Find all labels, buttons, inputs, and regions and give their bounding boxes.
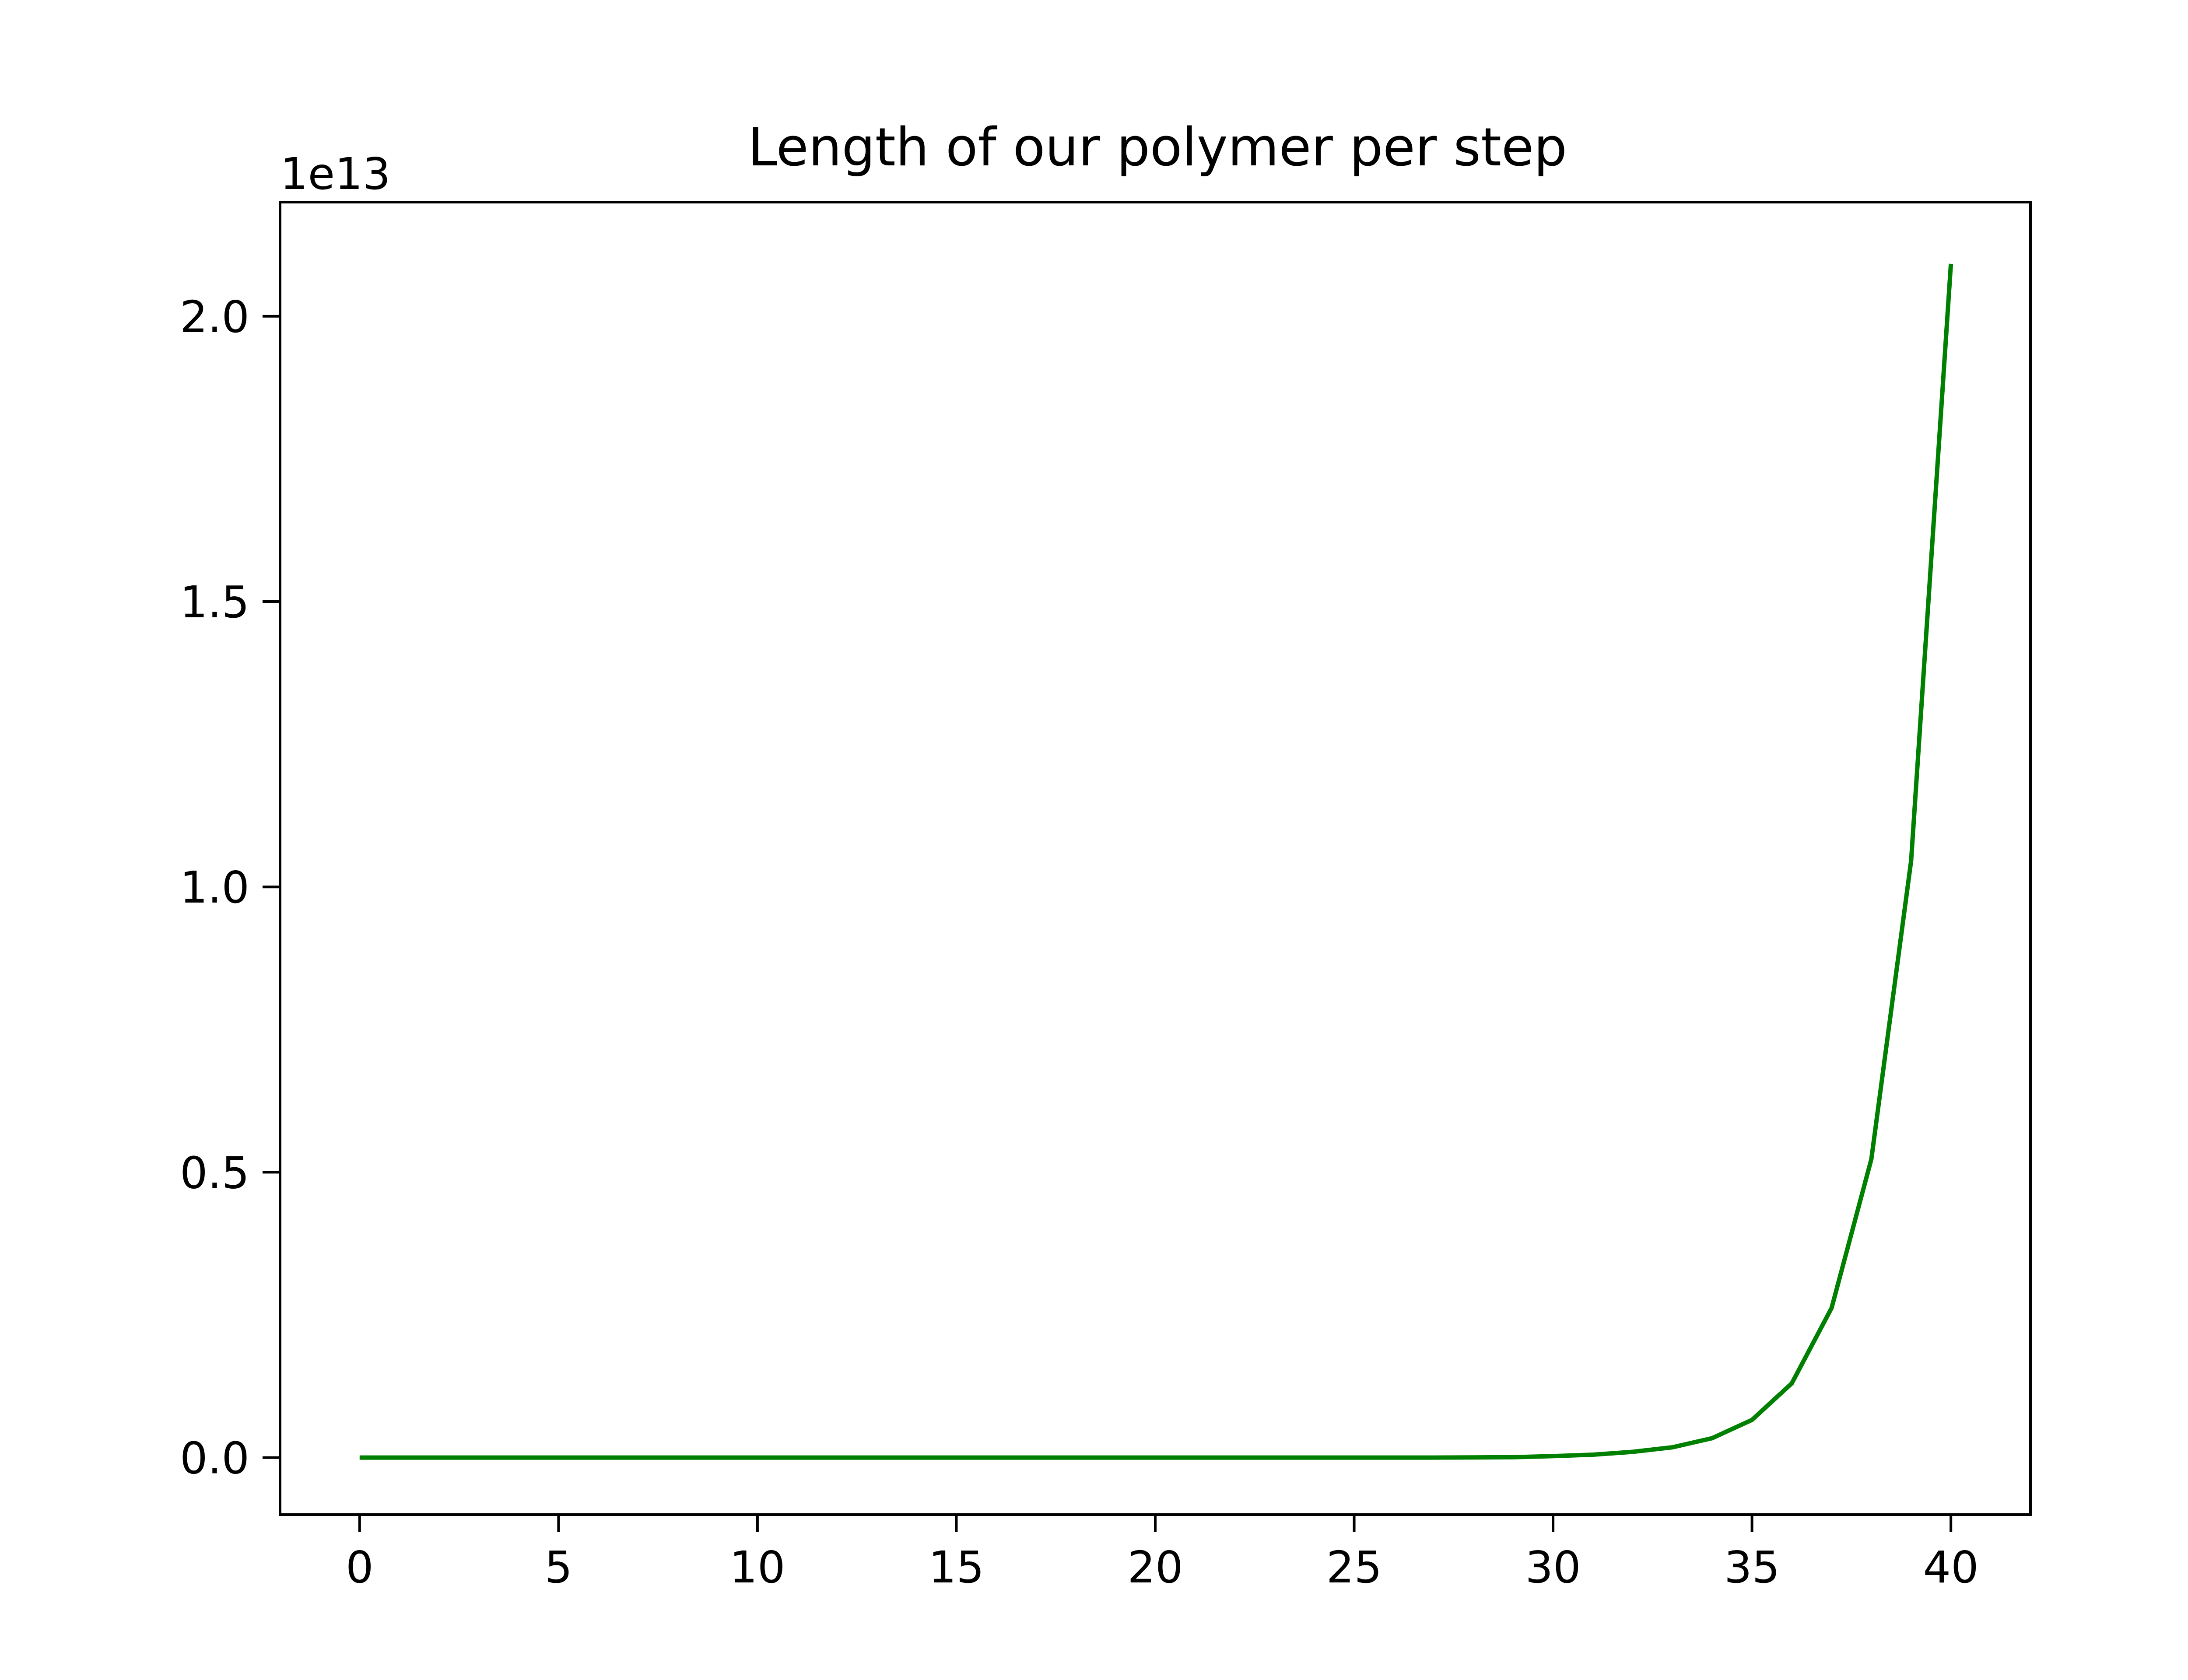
x-tick-label-3: 15 (929, 1542, 984, 1593)
y-tick-label-2: 1.0 (180, 862, 249, 913)
x-axis-ticks: 0 5 10 15 20 25 30 35 40 (346, 1515, 1979, 1593)
y-tick-label-4: 2.0 (180, 291, 249, 343)
x-tick-label-1: 5 (545, 1542, 573, 1593)
series-line-0 (359, 263, 1953, 1460)
y-tick-label-1: 0.5 (180, 1147, 249, 1198)
plot-frame (279, 201, 2032, 1516)
x-tick-label-7: 35 (1724, 1542, 1780, 1593)
y-axis-ticks: 0.0 0.5 1.0 1.5 2.0 (180, 291, 280, 1484)
y-tick-label-3: 1.5 (180, 577, 249, 628)
y-offset-label: 1e13 (280, 148, 390, 200)
series-layer (359, 263, 1953, 1460)
x-tick-label-5: 25 (1326, 1542, 1382, 1593)
x-tick-label-0: 0 (346, 1542, 374, 1593)
x-tick-label-6: 30 (1525, 1542, 1581, 1593)
x-tick-label-2: 10 (729, 1542, 785, 1593)
chart-title: Length of our polymer per step (748, 117, 1567, 178)
x-tick-label-4: 20 (1127, 1542, 1183, 1593)
y-tick-label-0: 0.0 (180, 1433, 249, 1484)
x-tick-label-8: 40 (1923, 1542, 1979, 1593)
